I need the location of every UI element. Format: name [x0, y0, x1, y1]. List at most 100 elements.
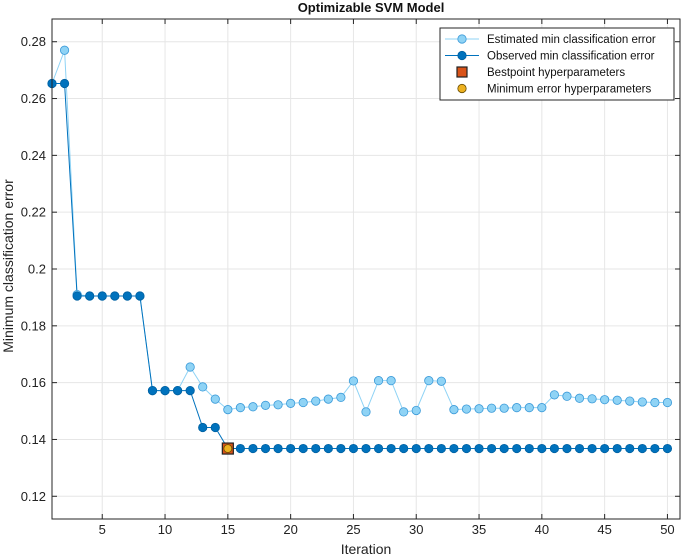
series-1-point [273, 400, 283, 410]
series-1-point [235, 403, 245, 413]
series-1-point [424, 376, 434, 386]
series-2-point [499, 443, 509, 454]
series-1-point [311, 396, 321, 406]
legend-label: Estimated min classification error [487, 34, 656, 46]
series-2-point [612, 443, 622, 454]
series-line-2 [52, 82, 668, 450]
series-1-point [662, 397, 673, 408]
y-tick-label: 0.16 [21, 375, 46, 390]
series-1-point [650, 397, 660, 408]
y-tick-label: 0.22 [21, 205, 46, 220]
series-1-point [185, 362, 195, 372]
series-2-point [549, 443, 560, 454]
series-2-point [399, 443, 409, 454]
series-2-point [298, 443, 308, 454]
series-1-point [59, 45, 70, 55]
y-tick-label: 0.24 [21, 148, 46, 163]
x-tick-label: 5 [99, 522, 106, 537]
plot-axes [51, 18, 681, 520]
series-2-point [600, 443, 610, 454]
x-tick-label: 30 [409, 522, 423, 537]
series-1-point [223, 405, 233, 415]
series-2-point [512, 443, 522, 454]
series-2-point [449, 443, 459, 454]
x-tick-label: 25 [346, 522, 360, 537]
series-2-point [486, 443, 497, 454]
y-tick-label: 0.26 [21, 91, 46, 106]
series-1-point [600, 395, 610, 405]
legend-label: Bestpoint hyperparameters [487, 67, 625, 79]
series-1-point [625, 396, 635, 406]
series-2-point [210, 422, 220, 433]
series-1-point [499, 403, 509, 413]
series-2-point [562, 443, 572, 454]
x-tick-label: 20 [283, 522, 297, 537]
y-tick-label: 0.28 [21, 34, 46, 49]
series-2-point [650, 443, 660, 454]
series-2-point [135, 291, 145, 301]
series-2-point [273, 443, 283, 454]
series-2-point [424, 443, 434, 454]
plot-markers [221, 442, 234, 455]
series-2-point [524, 443, 534, 454]
y-tick-label: 0.14 [21, 432, 46, 447]
series-1-point [562, 391, 572, 401]
legend-box [439, 27, 675, 101]
min-error-marker [223, 444, 233, 453]
series-1-point [474, 404, 484, 414]
series-2-point [311, 443, 321, 454]
series-2-point [160, 385, 170, 396]
series-1-point [210, 394, 220, 404]
series-1-point [336, 392, 346, 403]
series-1-point [486, 403, 497, 413]
series-1-point [436, 376, 446, 386]
legend-point-swatch [457, 34, 467, 44]
series-2-point [411, 443, 421, 454]
series-1-point [260, 400, 271, 410]
series-1-point [361, 407, 371, 417]
grid-lines [52, 19, 680, 519]
series-2-point [662, 443, 673, 454]
series-2-point [260, 443, 271, 454]
series-1-point [549, 390, 560, 400]
y-tick-label: 0.2 [28, 262, 46, 277]
legend-label: Minimum error hyperparameters [487, 84, 651, 96]
x-tick-label: 15 [221, 522, 235, 537]
legend-label: Observed min classification error [487, 51, 655, 63]
x-tick-label: 45 [597, 522, 611, 537]
series-2-point [574, 443, 585, 454]
series-1-point [373, 376, 384, 386]
y-tick-label: 0.12 [21, 489, 46, 504]
series-1-point [449, 405, 459, 415]
x-tick-label: 10 [158, 522, 172, 537]
series-line-1 [51, 50, 668, 414]
series-2-point [97, 291, 107, 301]
series-2-point [348, 443, 359, 454]
series-2-point [537, 443, 547, 454]
series-2-point [72, 291, 82, 301]
series-1-point [574, 393, 585, 403]
series-2-point [173, 385, 183, 396]
series-1-point [587, 394, 597, 404]
x-tick-label: 50 [660, 522, 674, 537]
series-1-point [637, 397, 647, 407]
series-2-point [461, 443, 472, 454]
series-1-point [248, 402, 258, 412]
x-tick-label: 35 [472, 522, 486, 537]
series-2-point [198, 422, 208, 433]
series-1-point [512, 403, 522, 413]
tick-labels: 5 10 15 20 25 30 35 40 45 50 0.12 0.14 0.16 0.18 0.2 0.… [21, 34, 675, 537]
series-1-point [386, 376, 396, 386]
series-2-point [587, 443, 597, 454]
series-1-point [198, 382, 208, 392]
legend-point-swatch [457, 50, 467, 61]
series-1-point [537, 403, 547, 413]
series-2-point [147, 385, 158, 396]
plot-series [47, 45, 673, 454]
series-1-point [411, 405, 421, 416]
series-1-point [461, 404, 472, 414]
series-2-point [436, 443, 446, 454]
series-2-point [637, 443, 647, 454]
series-2-point [85, 291, 95, 301]
